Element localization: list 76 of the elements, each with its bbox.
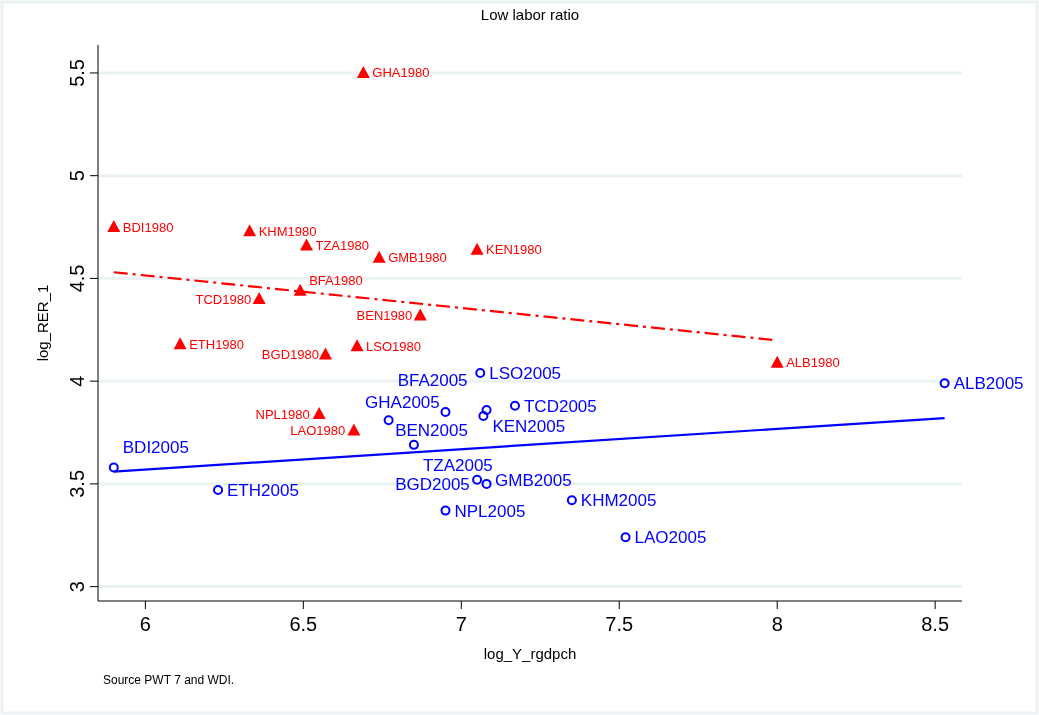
y-tick-label: 3 <box>66 581 88 593</box>
point <box>383 415 394 426</box>
y-tick-label: 4.5 <box>66 264 88 293</box>
point <box>243 224 257 237</box>
data-label: LAO2005 <box>634 528 707 548</box>
x-tick-label: 7.5 <box>605 613 634 635</box>
data-label: BEN1980 <box>356 307 413 323</box>
point <box>939 378 950 389</box>
data-label: KHM1980 <box>258 223 317 239</box>
x-tick-label: 7 <box>455 613 467 635</box>
point <box>107 220 121 233</box>
point <box>213 485 224 496</box>
data-label: GHA1980 <box>372 65 430 81</box>
point <box>252 291 266 304</box>
data-label: TCD1980 <box>195 291 252 307</box>
point <box>293 283 307 296</box>
point <box>173 337 187 350</box>
data-label: KEN2005 <box>492 417 566 437</box>
point <box>566 495 577 506</box>
x-axis-title: log_Y_rgdpch <box>483 645 577 662</box>
y-tick-label: 5.5 <box>66 59 88 87</box>
x-tick-label: 8.5 <box>921 613 950 635</box>
data-label: KHM2005 <box>580 491 657 511</box>
point <box>770 355 784 368</box>
point <box>481 478 492 489</box>
data-label: BFA2005 <box>397 371 468 391</box>
data-label: ALB1980 <box>786 355 840 371</box>
data-label: TZA1980 <box>315 238 369 254</box>
x-tick-label: 6.5 <box>289 613 318 635</box>
point <box>350 339 364 352</box>
data-label: TZA2005 <box>422 455 493 475</box>
data-label: LAO1980 <box>290 423 346 439</box>
point <box>408 439 419 450</box>
point <box>318 347 332 360</box>
data-label: BGD2005 <box>395 474 470 494</box>
point <box>413 308 427 321</box>
point <box>372 250 386 263</box>
data-label: NPL2005 <box>454 501 526 521</box>
data-label: ETH1980 <box>189 336 245 352</box>
point <box>440 406 451 417</box>
point <box>470 242 484 255</box>
x-tick-label: 8 <box>771 613 783 635</box>
point <box>108 462 119 473</box>
point <box>347 423 361 436</box>
data-label: BDI1980 <box>122 219 174 235</box>
chart-title: Low labor ratio <box>480 6 580 23</box>
data-label: ETH2005 <box>227 481 299 500</box>
point <box>481 404 492 415</box>
y-axis-title: log_RER_1 <box>34 284 51 362</box>
data-label: GMB2005 <box>495 470 572 490</box>
data-label: ALB2005 <box>953 374 1024 394</box>
data-label: LSO1980 <box>366 338 421 354</box>
data-label: GMB1980 <box>388 250 447 266</box>
y-tick-label: 4 <box>66 375 88 387</box>
point <box>472 474 483 485</box>
point <box>475 367 486 378</box>
data-label: TCD2005 <box>523 396 597 416</box>
point <box>478 411 489 422</box>
x-tick-label: 6 <box>139 613 151 635</box>
data-label: BEN2005 <box>395 420 468 440</box>
point <box>300 238 313 251</box>
data-label: KEN1980 <box>486 242 542 258</box>
data-label: GHA2005 <box>365 392 440 412</box>
data-label: BGD1980 <box>261 346 319 362</box>
data-label: BDI2005 <box>122 438 189 458</box>
point <box>620 532 631 543</box>
point <box>440 505 451 516</box>
point <box>356 65 370 78</box>
y-tick-label: 3.5 <box>66 469 88 498</box>
point <box>510 400 520 411</box>
point <box>312 407 326 420</box>
y-tick-label: 5 <box>66 170 88 182</box>
data-label: LSO2005 <box>489 363 562 383</box>
data-label: BFA1980 <box>309 273 363 289</box>
source-note: Source PWT 7 and WDI. <box>103 673 235 687</box>
data-label: NPL1980 <box>255 406 310 422</box>
